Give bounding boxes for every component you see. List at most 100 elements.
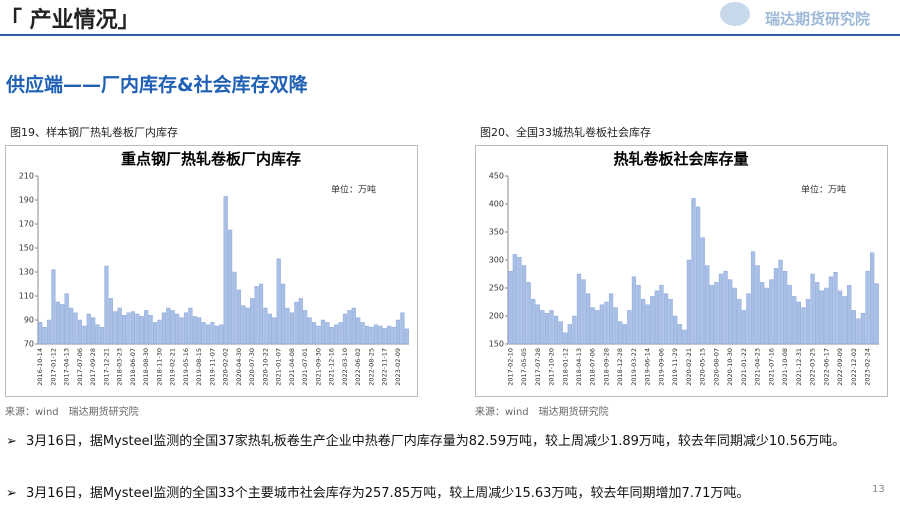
bar bbox=[364, 325, 370, 345]
bar bbox=[622, 324, 627, 345]
header-rule bbox=[0, 34, 900, 36]
y-tick-label: 190 bbox=[19, 196, 34, 205]
bar bbox=[833, 272, 838, 345]
bar bbox=[650, 296, 655, 345]
bar bbox=[400, 312, 405, 345]
x-tick-label: 2021-12-31 bbox=[795, 348, 803, 386]
x-tick-label: 2017-12-21 bbox=[102, 348, 110, 386]
y-tick-label: 170 bbox=[19, 220, 34, 229]
bar bbox=[188, 307, 193, 345]
bar bbox=[144, 310, 149, 345]
bar bbox=[51, 269, 56, 345]
bar bbox=[837, 290, 843, 345]
bar bbox=[360, 322, 365, 345]
x-tick-label: 2020-07-30 bbox=[248, 348, 256, 386]
bar bbox=[521, 265, 527, 345]
bar bbox=[764, 287, 769, 345]
bar bbox=[64, 293, 69, 345]
bar bbox=[254, 286, 259, 345]
x-tick-label: 2023-02-09 bbox=[394, 348, 402, 386]
bar bbox=[294, 301, 299, 345]
bar bbox=[192, 316, 197, 345]
bar bbox=[316, 325, 321, 345]
x-tick-label: 2021-01-07 bbox=[275, 348, 283, 386]
bar bbox=[281, 283, 286, 345]
bar bbox=[851, 310, 856, 345]
bar bbox=[540, 310, 545, 345]
bar bbox=[732, 287, 737, 345]
bar bbox=[787, 284, 792, 345]
bar bbox=[586, 293, 591, 345]
x-tick-label: 2022-09-09 bbox=[836, 348, 844, 386]
bar bbox=[325, 322, 330, 345]
bar bbox=[874, 283, 879, 345]
bar bbox=[718, 273, 724, 345]
bar bbox=[91, 317, 96, 345]
bar bbox=[659, 284, 664, 345]
source: 来源：wind 瑞达期货研究院 bbox=[475, 407, 609, 418]
bar bbox=[558, 321, 563, 345]
bar bbox=[298, 298, 303, 345]
x-tick-label: 2020-10-22 bbox=[261, 348, 269, 386]
bar bbox=[654, 290, 659, 345]
bar bbox=[210, 322, 215, 345]
bar bbox=[130, 311, 136, 345]
bar bbox=[272, 317, 277, 345]
bar bbox=[860, 312, 866, 345]
source: 来源：wind 瑞达期货研究院 bbox=[5, 407, 139, 418]
bar bbox=[618, 321, 623, 345]
x-tick-label: 2017-07-06 bbox=[76, 348, 84, 386]
y-tick-label: 300 bbox=[489, 256, 504, 265]
x-tick-label: 2020-04-30 bbox=[235, 348, 243, 386]
bar bbox=[535, 304, 540, 345]
x-tick-label: 2018-07-06 bbox=[589, 348, 597, 386]
bullet: 3月16日，据Mysteel监测的全国37家热轧板卷生产企业中热卷厂内库存量为8… bbox=[0, 430, 896, 454]
bar bbox=[219, 324, 224, 345]
bar bbox=[668, 298, 673, 345]
bar bbox=[847, 284, 852, 345]
x-tick-label: 2017-05-05 bbox=[520, 348, 528, 386]
bar bbox=[572, 315, 577, 345]
bar bbox=[373, 324, 378, 345]
bar bbox=[232, 271, 237, 345]
bar bbox=[700, 237, 705, 345]
x-tick-label: 2017-07-28 bbox=[534, 348, 542, 386]
bar bbox=[77, 319, 83, 345]
y-tick-label: 150 bbox=[19, 244, 34, 253]
x-tick-label: 2022-11-17 bbox=[381, 348, 389, 386]
bar bbox=[73, 312, 78, 345]
bar bbox=[320, 319, 325, 345]
subtitle: 供应端——厂内库存&社会库存双降 bbox=[6, 74, 308, 96]
bar bbox=[223, 196, 228, 345]
bar bbox=[796, 301, 801, 345]
bar bbox=[645, 304, 650, 345]
x-tick-label: 2017-10-20 bbox=[548, 348, 556, 386]
bar bbox=[810, 273, 815, 345]
x-tick-label: 2019-09-06 bbox=[657, 348, 665, 386]
bar bbox=[737, 298, 742, 345]
bar bbox=[805, 298, 811, 345]
x-tick-label: 2021-07-01 bbox=[301, 348, 309, 386]
bar bbox=[391, 326, 396, 345]
x-tick-label: 2021-01-22 bbox=[740, 348, 748, 386]
bar bbox=[526, 282, 531, 345]
bar bbox=[567, 324, 572, 345]
bar bbox=[263, 307, 268, 345]
bar bbox=[709, 284, 714, 345]
bar bbox=[870, 252, 875, 345]
chart-title: 热轧卷板社会库存量 bbox=[613, 150, 748, 168]
bar bbox=[205, 324, 211, 345]
x-tick-label: 2018-04-13 bbox=[575, 348, 583, 386]
bar bbox=[183, 312, 189, 345]
bar bbox=[285, 307, 290, 345]
bar bbox=[258, 283, 264, 345]
bar bbox=[769, 279, 774, 345]
bar bbox=[691, 198, 696, 345]
x-tick-label: 2017-01-12 bbox=[49, 348, 57, 386]
unit-label: 单位：万吨 bbox=[331, 184, 376, 196]
bar bbox=[741, 310, 747, 345]
bar bbox=[395, 319, 401, 345]
unit-label: 单位：万吨 bbox=[801, 184, 846, 196]
y-tick-label: 400 bbox=[489, 200, 504, 209]
x-tick-label: 2018-09-28 bbox=[602, 348, 610, 386]
